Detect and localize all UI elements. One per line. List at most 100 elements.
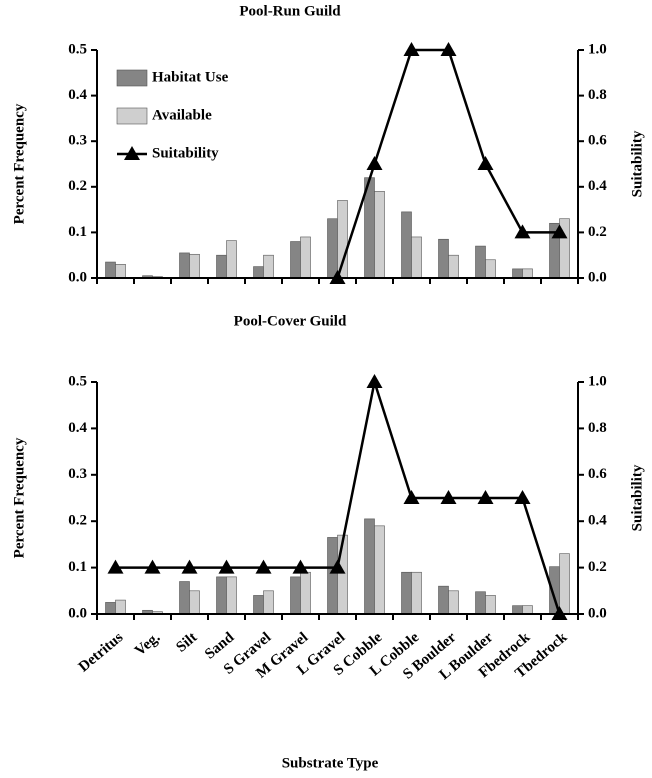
x-tick-label: Veg.: [132, 629, 163, 659]
y2-tick-label: 0.4: [588, 178, 607, 194]
x-axis-label: Substrate Type: [282, 755, 379, 771]
bar: [105, 602, 116, 615]
bar: [263, 590, 274, 615]
bar: [522, 268, 533, 279]
legend-label: Suitability: [152, 145, 219, 161]
bar: [300, 236, 311, 279]
y2-axis-label: Suitability: [629, 130, 645, 197]
suitability-marker: [107, 559, 124, 574]
bar: [179, 581, 190, 615]
bar: [179, 252, 190, 279]
bar: [512, 605, 523, 615]
suitability-marker: [514, 224, 531, 239]
suitability-marker: [440, 42, 457, 56]
bar: [263, 254, 274, 279]
suitability-marker: [292, 559, 309, 574]
bar: [411, 236, 422, 279]
y2-axis-label: Suitability: [629, 464, 645, 531]
y-tick-label: 0.5: [68, 41, 87, 57]
legend-label: Habitat Use: [152, 69, 229, 85]
bar: [448, 590, 459, 615]
bar: [559, 553, 570, 615]
y-tick-label: 0.4: [68, 420, 87, 436]
y2-tick-label: 0.6: [588, 466, 607, 482]
bar: [253, 266, 264, 279]
legend-marker: [124, 146, 140, 160]
legend-swatch: [116, 69, 148, 87]
bar: [300, 571, 311, 615]
y-tick-label: 0.3: [68, 133, 87, 149]
bar: [485, 595, 496, 615]
bar: [105, 261, 116, 279]
bar: [327, 537, 338, 615]
y-tick-label: 0.2: [68, 513, 87, 529]
suitability-marker: [551, 224, 568, 239]
x-tick-label: Silt: [173, 629, 200, 655]
y2-tick-label: 1.0: [588, 41, 607, 57]
bar: [115, 599, 126, 615]
bar: [401, 211, 412, 279]
y-tick-label: 0.1: [68, 559, 87, 575]
bar: [475, 591, 486, 615]
suitability-marker: [477, 490, 494, 504]
y-tick-label: 0.5: [68, 373, 87, 389]
y2-tick-label: 0.8: [588, 420, 607, 436]
bar: [290, 241, 301, 279]
suitability-marker: [514, 490, 531, 504]
bar: [438, 238, 449, 279]
bar: [290, 576, 301, 615]
bar: [189, 590, 200, 615]
suitability-marker: [329, 559, 346, 574]
bar: [438, 585, 449, 615]
suitability-marker: [255, 559, 272, 574]
bar: [216, 576, 227, 615]
bar: [374, 191, 385, 279]
bar: [401, 571, 412, 615]
bar: [522, 605, 533, 615]
bar: [512, 268, 523, 279]
bar: [253, 595, 264, 615]
y-tick-label: 0.0: [68, 605, 87, 621]
y-tick-label: 0.4: [68, 87, 87, 103]
bar: [115, 264, 126, 279]
y2-tick-label: 0.0: [588, 269, 607, 285]
y2-tick-label: 0.6: [588, 133, 607, 149]
y-tick-label: 0.2: [68, 178, 87, 194]
y-tick-label: 0.1: [68, 224, 87, 240]
y2-tick-label: 0.2: [588, 559, 607, 575]
chart-title: Pool-Run Guild: [239, 3, 341, 19]
bar: [364, 518, 375, 615]
suitability-marker: [181, 559, 198, 574]
bar: [189, 253, 200, 279]
suitability-marker: [144, 559, 161, 574]
bar: [485, 259, 496, 279]
y-axis-label: Percent Frequency: [11, 103, 27, 224]
y-axis-label: Percent Frequency: [11, 437, 27, 558]
chart-title: Pool-Cover Guild: [234, 313, 347, 329]
y2-tick-label: 0.2: [588, 224, 607, 240]
bar: [226, 240, 237, 279]
legend-swatch: [116, 107, 148, 125]
suitability-marker: [403, 490, 420, 504]
suitability-marker: [366, 156, 383, 170]
bar: [226, 576, 237, 615]
y2-tick-label: 1.0: [588, 373, 607, 389]
bar: [216, 254, 227, 279]
suitability-marker: [218, 559, 235, 574]
y2-tick-label: 0.8: [588, 87, 607, 103]
bar: [448, 254, 459, 279]
x-tick-label: Detritus: [76, 629, 127, 675]
suitability-marker: [403, 42, 420, 56]
y2-tick-label: 0.0: [588, 605, 607, 621]
legend-label: Available: [152, 107, 212, 123]
bar: [411, 571, 422, 615]
y2-tick-label: 0.4: [588, 513, 607, 529]
bar: [374, 525, 385, 615]
bar: [327, 218, 338, 279]
suitability-marker: [440, 490, 457, 504]
suitability-marker: [477, 156, 494, 170]
bar: [475, 245, 486, 279]
y-tick-label: 0.3: [68, 466, 87, 482]
suitability-marker: [366, 374, 383, 388]
